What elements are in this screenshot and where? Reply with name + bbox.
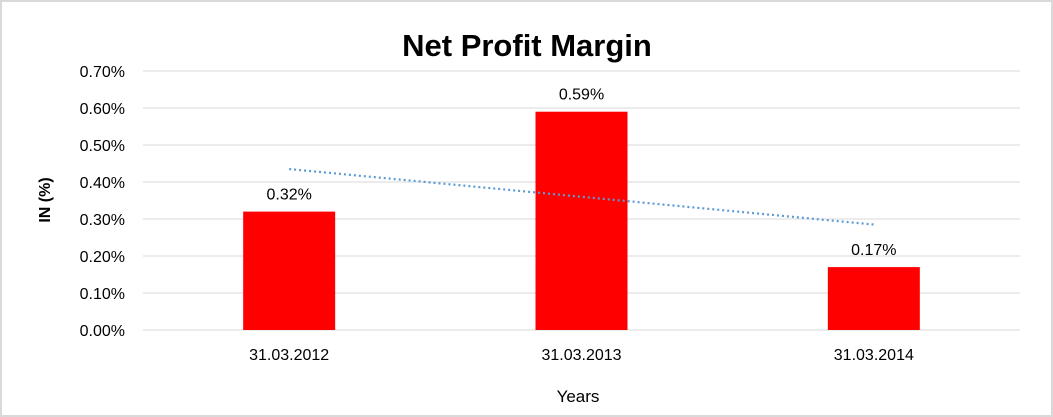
x-axis-label: Years	[557, 387, 600, 406]
data-label: 0.59%	[559, 87, 604, 104]
bar	[243, 211, 336, 330]
y-tick-label: 0.70%	[80, 64, 125, 81]
y-tick-label: 0.40%	[80, 175, 125, 192]
bar	[535, 111, 628, 330]
y-tick-label: 0.00%	[80, 323, 125, 340]
y-tick-label: 0.10%	[80, 286, 125, 303]
x-tick-label: 31.03.2014	[834, 347, 914, 364]
x-tick-label: 31.03.2013	[541, 347, 621, 364]
x-tick-label: 31.03.2012	[249, 347, 329, 364]
y-axis-label: IN (%)	[37, 177, 54, 222]
data-label: 0.17%	[851, 242, 896, 259]
y-tick-label: 0.60%	[80, 101, 125, 118]
y-tick-label: 0.30%	[80, 212, 125, 229]
y-tick-label: 0.50%	[80, 138, 125, 155]
chart-title: Net Profit Margin	[402, 28, 652, 63]
bar	[827, 267, 920, 330]
y-tick-label: 0.20%	[80, 249, 125, 266]
data-label: 0.32%	[266, 187, 311, 204]
